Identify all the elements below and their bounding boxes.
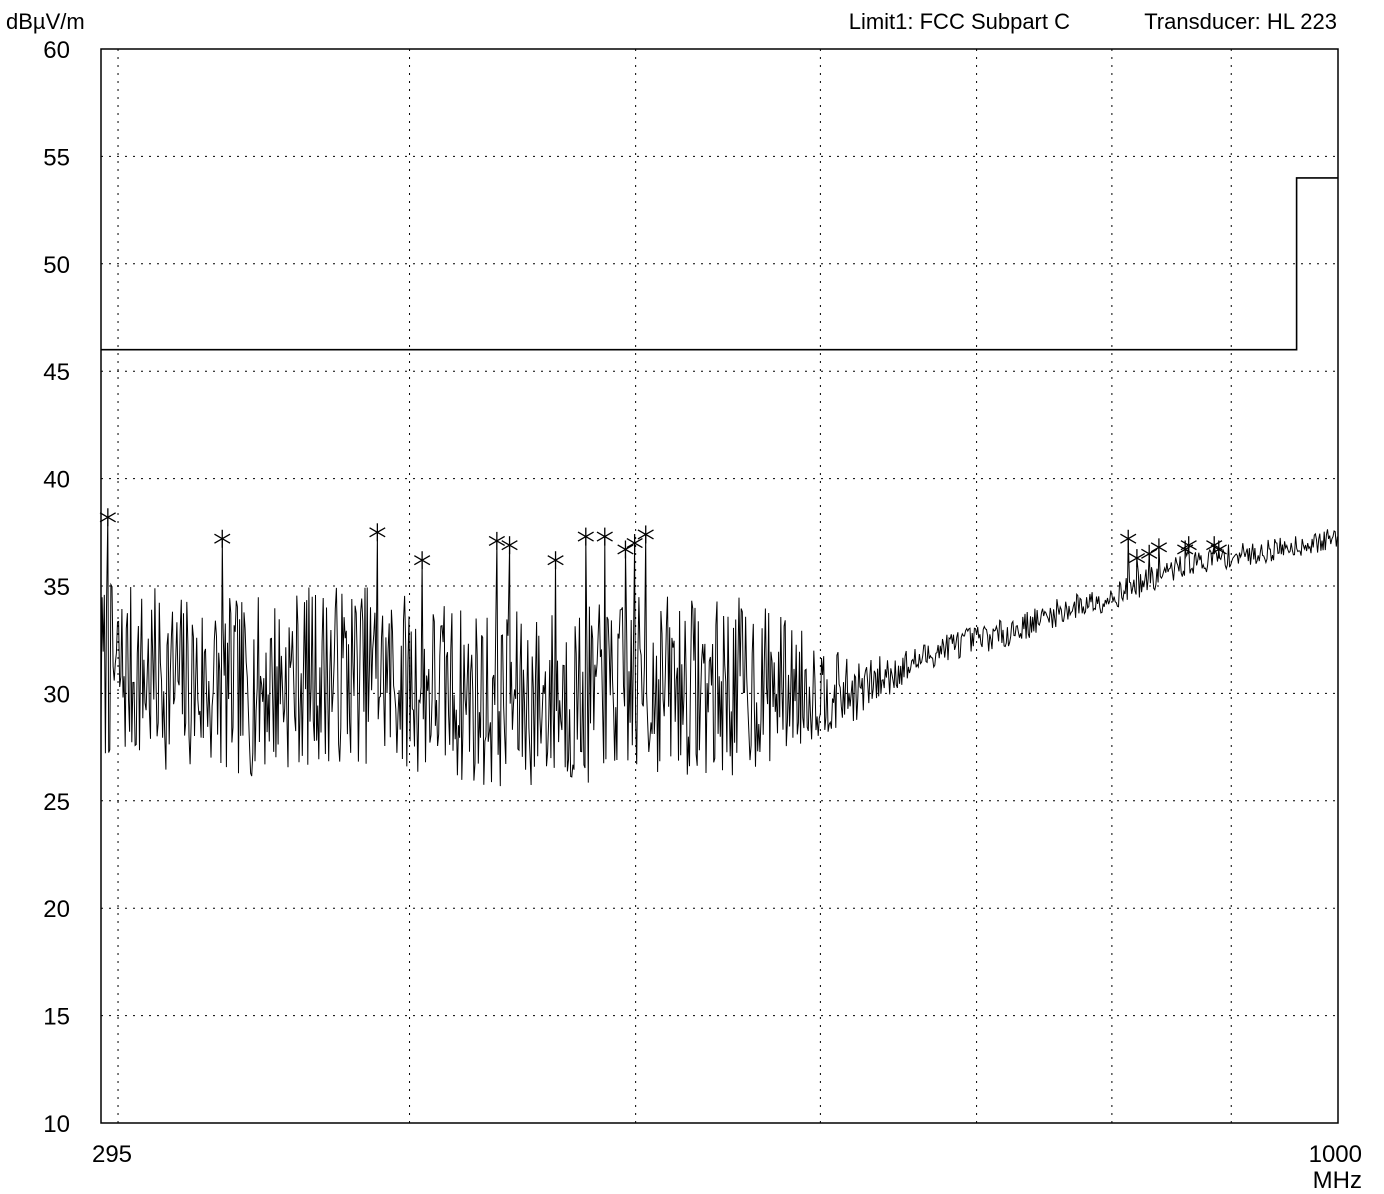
peak-marker-stroke xyxy=(1128,553,1146,564)
y-tick-label: 25 xyxy=(43,789,70,816)
peak-marker xyxy=(637,525,654,544)
peak-marker xyxy=(617,540,634,559)
plot-frame xyxy=(100,48,1339,1124)
y-tick-label: 35 xyxy=(43,574,70,601)
peak-marker-stroke xyxy=(1120,533,1137,544)
y-tick-label: 10 xyxy=(43,1111,70,1138)
peak-marker xyxy=(369,523,386,542)
limit-layer xyxy=(101,177,1338,351)
peak-marker xyxy=(99,508,116,527)
peak-marker xyxy=(596,527,613,546)
peak-marker-stroke xyxy=(369,527,386,538)
y-tick-label: 15 xyxy=(43,1004,70,1031)
limit-label: Limit1: FCC Subpart C xyxy=(849,9,1070,34)
peak-markers xyxy=(99,508,1227,570)
transducer-label: Transducer: HL 223 xyxy=(1144,9,1337,34)
y-tick-labels: 10 15 20 25 30 35 40 45 50 55 60 xyxy=(43,37,70,1138)
y-tick-label: 45 xyxy=(43,359,70,386)
peak-marker-stroke xyxy=(488,535,505,546)
peak-marker-stroke xyxy=(214,533,231,544)
peak-marker-stroke xyxy=(626,537,643,549)
peak-marker xyxy=(214,529,231,548)
peak-marker xyxy=(577,527,594,546)
peak-marker xyxy=(1141,544,1158,563)
peak-marker xyxy=(1120,529,1137,548)
x-tick-label: 295 xyxy=(92,1141,132,1168)
peak-marker-stroke xyxy=(1150,542,1168,553)
peak-marker xyxy=(1180,536,1197,555)
peak-marker-stroke xyxy=(99,512,116,523)
peak-marker xyxy=(547,551,564,570)
x-tick-label: 1000 xyxy=(1309,1141,1362,1168)
y-tick-label: 40 xyxy=(43,467,70,494)
peak-marker-stroke xyxy=(577,531,594,542)
peak-marker xyxy=(1210,540,1227,559)
x-tick-labels: 295 1000 xyxy=(92,1141,1362,1168)
peak-marker-stroke xyxy=(596,531,613,542)
peak-marker-stroke xyxy=(617,544,634,555)
peak-marker-stroke xyxy=(501,540,518,551)
grid-layer xyxy=(101,49,1338,1123)
peak-marker xyxy=(1150,538,1168,557)
y-tick-label: 55 xyxy=(43,144,70,171)
peak-marker xyxy=(1128,549,1146,568)
peak-marker xyxy=(488,531,505,550)
limit-line xyxy=(101,177,1338,351)
peak-marker-stroke xyxy=(1180,540,1197,551)
y-tick-label: 20 xyxy=(43,896,70,923)
y-axis-unit: dBµV/m xyxy=(6,9,85,34)
peak-marker-stroke xyxy=(637,529,654,540)
trace-layer xyxy=(100,517,1338,787)
peak-marker-stroke xyxy=(1210,544,1227,555)
peak-marker-stroke xyxy=(547,555,564,566)
y-tick-label: 60 xyxy=(43,37,70,64)
measurement-trace xyxy=(100,517,1338,787)
peak-marker xyxy=(501,536,518,555)
x-axis-unit: MHz xyxy=(1313,1167,1362,1194)
peak-marker-stroke xyxy=(414,555,431,566)
peak-marker xyxy=(414,551,431,570)
y-tick-label: 30 xyxy=(43,681,70,708)
y-tick-label: 50 xyxy=(43,252,70,279)
peak-marker xyxy=(626,534,643,553)
peak-marker-stroke xyxy=(1141,548,1158,559)
